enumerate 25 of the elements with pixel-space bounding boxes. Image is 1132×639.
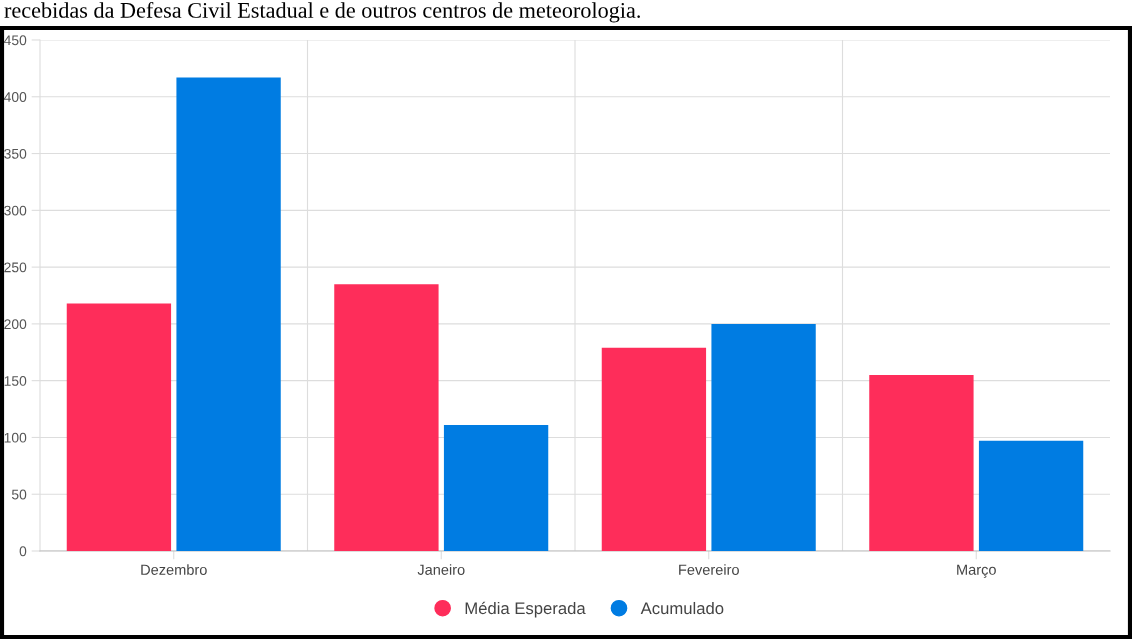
bar [66,303,172,551]
y-tick-label: 350 [4,148,27,159]
y-tick-label: 250 [4,262,27,273]
bar [978,440,1084,551]
y-tick-label: 450 [3,35,27,46]
x-tick-label: Dezembro [141,564,207,575]
y-tick-label: 400 [3,92,27,102]
y-tick-label: 200 [4,319,27,330]
bar [334,284,439,551]
y-tick-label: 100 [4,432,27,443]
bar [443,424,549,551]
bar [869,374,974,551]
legend-label: Acumulado [640,601,724,615]
y-tick-label: 0 [19,546,27,557]
x-tick-label: Janeiro [417,564,465,575]
y-tick-label: 300 [4,205,27,216]
bar [601,347,707,551]
x-tick-label: Março [957,564,996,578]
y-tick-label: 50 [11,489,27,500]
x-tick-label: Fevereiro [679,564,739,575]
text: recebidas da Defesa Civil Estadual e de outros centros de meteorologia. [4,2,640,23]
bar [711,323,816,551]
y-tick-label: 150 [4,376,27,386]
legend-label: Média Esperada [465,601,586,618]
bar [176,77,281,551]
